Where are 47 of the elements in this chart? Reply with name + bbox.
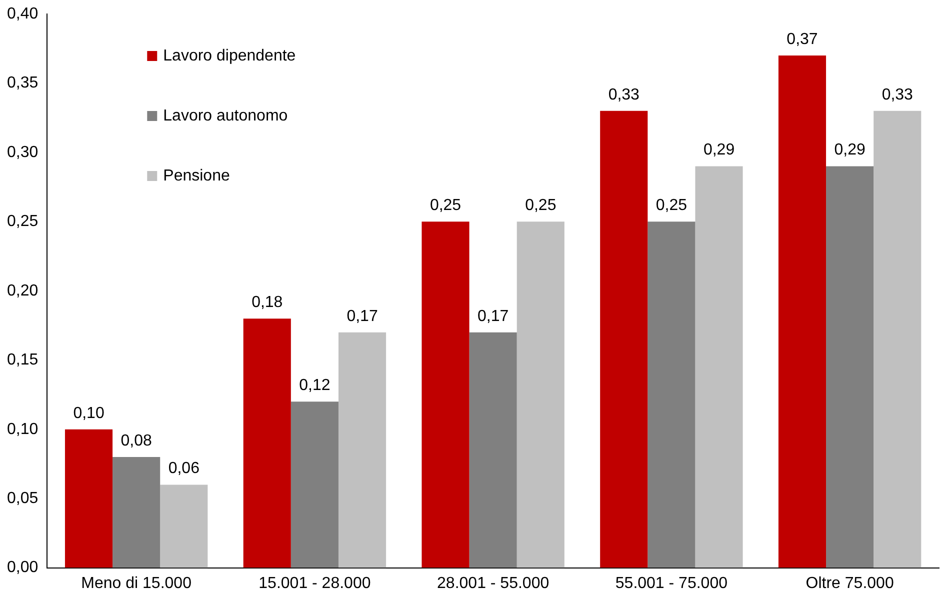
bar <box>600 110 648 568</box>
y-tick-label: 0,20 <box>7 282 38 300</box>
bar <box>469 332 517 568</box>
bar <box>778 56 826 568</box>
legend-label: Lavoro dipendente <box>163 47 296 64</box>
data-label: 0,17 <box>478 308 509 325</box>
data-label: 0,33 <box>608 86 640 104</box>
bar <box>826 166 874 568</box>
bar <box>695 166 743 568</box>
y-tick-label: 0,40 <box>7 5 38 22</box>
x-tick-label: Meno di 15.000 <box>81 574 192 592</box>
legend-label: Lavoro autonomo <box>163 107 288 124</box>
bar <box>243 318 291 568</box>
bar <box>874 110 922 568</box>
data-label: 0,33 <box>882 86 914 104</box>
bar <box>290 402 338 568</box>
bar <box>422 222 470 568</box>
data-label: 0,29 <box>703 142 735 159</box>
bar <box>648 222 696 568</box>
y-tick-label: 0,30 <box>7 144 38 161</box>
bar <box>338 332 386 568</box>
bar <box>516 222 564 568</box>
data-label: 0,25 <box>656 197 688 214</box>
y-tick-label: 0,05 <box>7 490 38 507</box>
data-label: 0,10 <box>73 404 104 422</box>
data-label: 0,37 <box>786 30 818 48</box>
bar <box>64 429 113 568</box>
y-tick-label: 0,10 <box>7 420 38 438</box>
data-label: 0,12 <box>299 377 330 394</box>
data-label: 0,08 <box>120 432 152 450</box>
data-label: 0,17 <box>346 308 378 325</box>
x-tick-label: 15.001 - 28.000 <box>258 574 371 592</box>
data-label: 0,06 <box>168 460 200 478</box>
bar <box>112 457 160 568</box>
x-tick-label: 55.001 - 75.000 <box>615 574 728 592</box>
legend-label: Pensione <box>163 167 230 184</box>
bar <box>160 484 208 568</box>
data-label: 0,25 <box>525 197 556 214</box>
data-label: 0,25 <box>430 197 462 214</box>
y-tick-label: 0,25 <box>7 213 38 230</box>
data-label: 0,18 <box>252 294 283 311</box>
y-tick-label: 0,35 <box>7 74 38 92</box>
y-tick-label: 0,00 <box>7 559 38 576</box>
data-label: 0,29 <box>834 142 866 159</box>
x-tick-label: Oltre 75.000 <box>806 574 894 592</box>
y-tick-label: 0,15 <box>7 352 38 369</box>
x-tick-label: 28.001 - 55.000 <box>437 574 550 592</box>
